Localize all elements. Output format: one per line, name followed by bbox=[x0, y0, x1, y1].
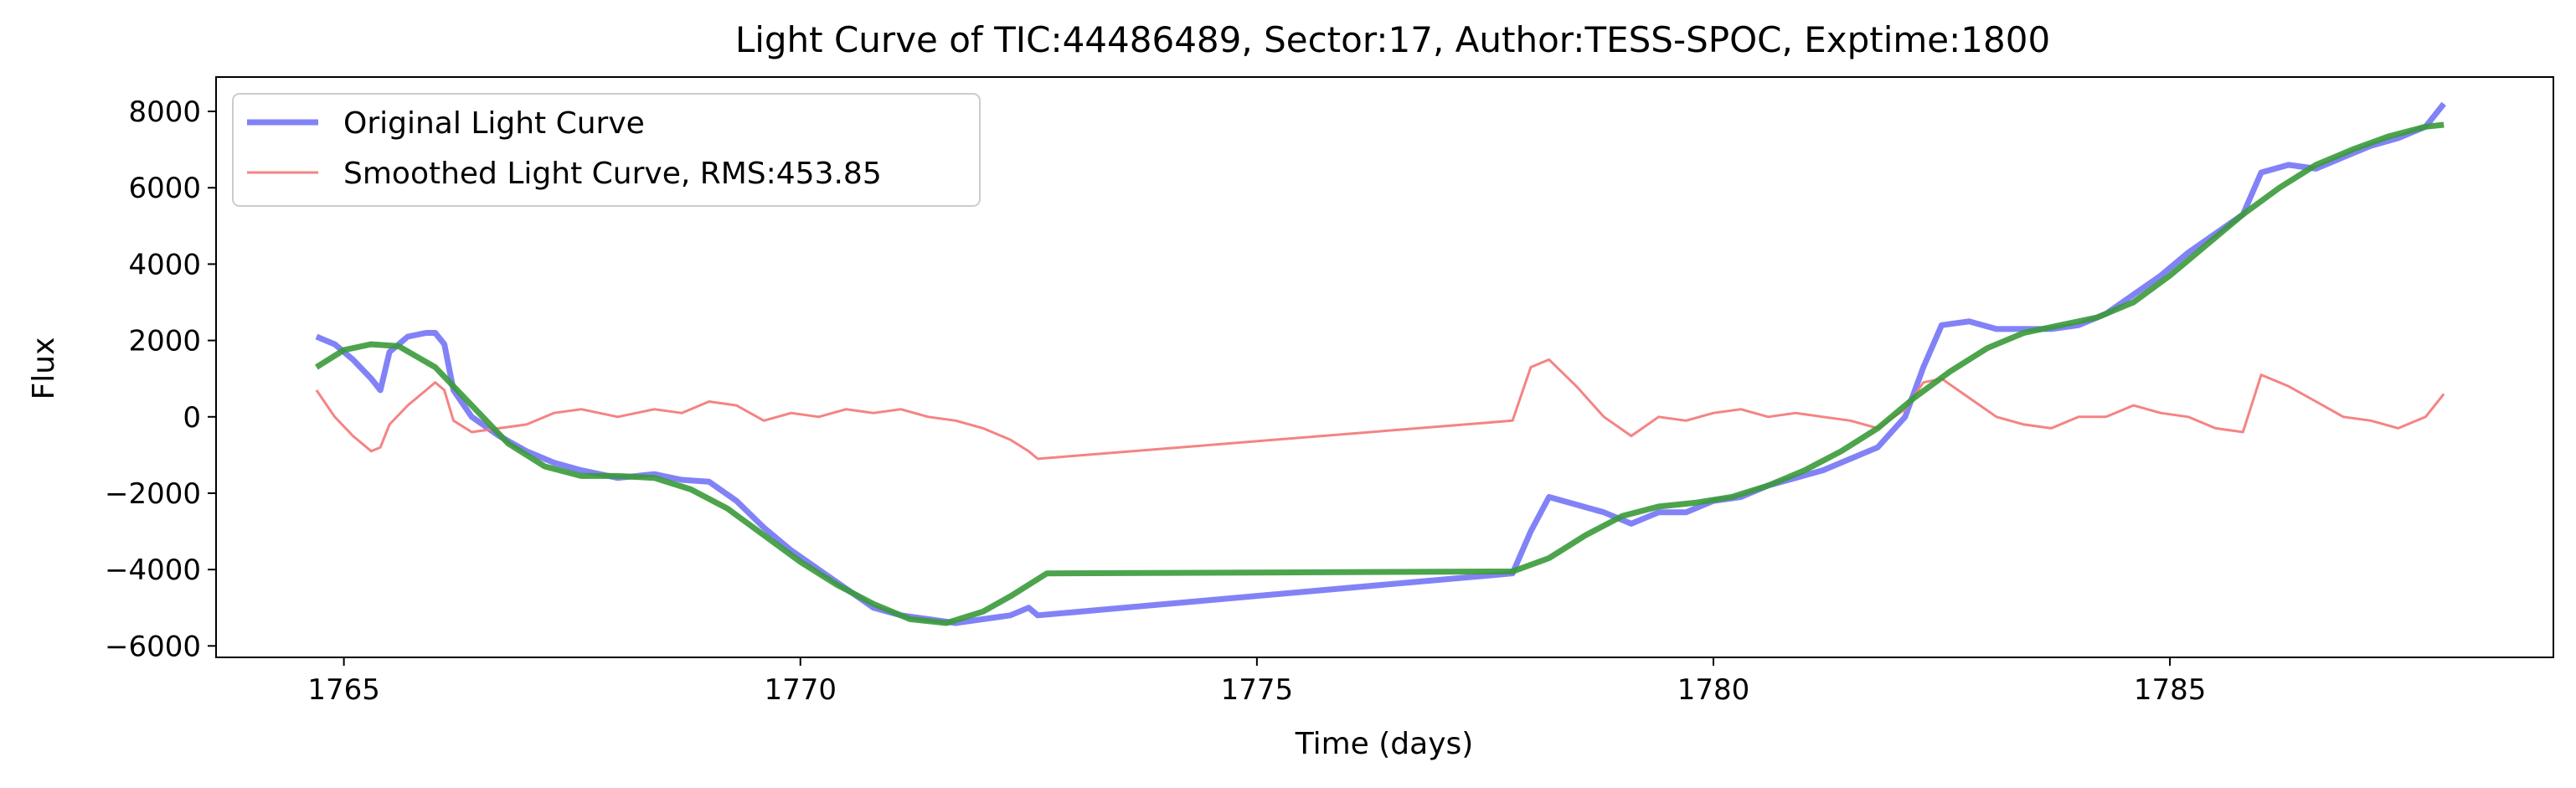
legend-label-smoothed: Smoothed Light Curve, RMS:453.85 bbox=[343, 157, 882, 191]
plot-frame bbox=[215, 76, 2554, 658]
legend: Original Light Curve Smoothed Light Curv… bbox=[232, 93, 981, 207]
x-tick-label: 1785 bbox=[2134, 673, 2207, 707]
chart-title: Light Curve of TIC:44486489, Sector:17, … bbox=[735, 19, 2050, 60]
y-tick-label: −6000 bbox=[105, 630, 201, 663]
legend-label-original: Original Light Curve bbox=[343, 106, 645, 141]
y-axis-ticks: −6000 −4000 −2000 0 2000 4000 6000 8000 bbox=[105, 95, 216, 663]
y-tick-label: 2000 bbox=[128, 325, 201, 358]
x-tick-label: 1780 bbox=[1677, 673, 1750, 707]
y-tick-label: −2000 bbox=[105, 477, 201, 511]
x-axis-label: Time (days) bbox=[1295, 727, 1474, 761]
series-line-fit bbox=[315, 121, 2445, 626]
y-tick-label: 6000 bbox=[128, 172, 201, 205]
y-tick-label: 0 bbox=[183, 401, 201, 435]
y-tick-label: −4000 bbox=[105, 554, 201, 587]
plot-lines bbox=[315, 101, 2446, 626]
x-tick-label: 1765 bbox=[307, 673, 380, 707]
x-axis-ticks: 1765 1770 1775 1780 1785 bbox=[307, 657, 2206, 707]
y-axis-label: Flux bbox=[27, 337, 61, 400]
x-tick-label: 1770 bbox=[764, 673, 837, 707]
legend-box bbox=[232, 93, 981, 207]
x-tick-label: 1775 bbox=[1221, 673, 1294, 707]
y-tick-label: 8000 bbox=[128, 95, 201, 129]
series-line-smoothed bbox=[315, 358, 2445, 461]
y-tick-label: 4000 bbox=[128, 248, 201, 281]
series-line-original bbox=[315, 101, 2446, 626]
